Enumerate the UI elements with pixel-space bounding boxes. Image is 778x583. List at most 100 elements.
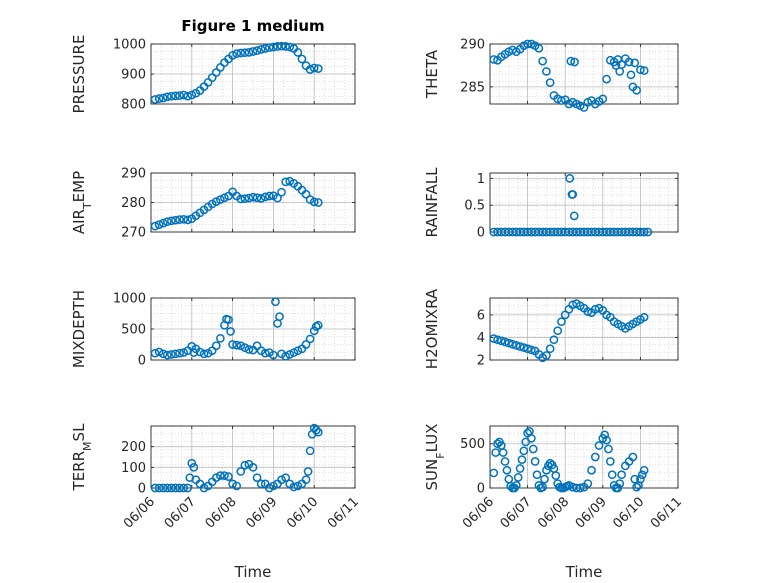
x-tick-label: 06/11	[325, 494, 362, 531]
data-point	[293, 48, 303, 57]
data-point	[540, 474, 549, 484]
data-point	[639, 66, 649, 75]
data-point	[607, 470, 617, 480]
y-tick-label: 285	[460, 80, 485, 95]
data-point	[224, 472, 233, 481]
subplot-2: 285 290 THETA	[423, 38, 679, 112]
data-point	[211, 341, 221, 351]
data-point	[277, 41, 286, 51]
data-point	[565, 174, 575, 183]
data-point	[489, 334, 499, 343]
y-axis-label: SUNFLUX	[423, 424, 447, 491]
data-point	[167, 216, 176, 226]
data-point	[179, 214, 188, 224]
data-point	[175, 91, 184, 100]
subplot-7: 0 100 200 06/06 06/07 06/08 06/09 06/10 06/11 Tim…	[70, 423, 362, 581]
data-point	[643, 227, 653, 237]
x-tick-label: 06/09	[243, 494, 280, 531]
data-point	[199, 349, 209, 359]
data-point	[269, 481, 278, 491]
data-point	[273, 42, 282, 51]
data-point	[171, 215, 180, 225]
data-point	[236, 341, 246, 351]
y-axis-label: H2OMIXRA	[423, 288, 441, 369]
data-point	[568, 190, 578, 199]
data-point	[167, 350, 176, 359]
data-point	[264, 483, 274, 493]
data-point	[570, 57, 579, 67]
data-point	[162, 217, 172, 227]
data-point	[583, 479, 593, 488]
data-point	[632, 85, 641, 95]
data-point	[277, 475, 286, 485]
y-tick-label: 0.5	[464, 199, 485, 214]
y-tick-label: 0	[477, 226, 485, 241]
data-point	[500, 337, 510, 347]
x-tick-label: 06/10	[284, 494, 321, 531]
data-point	[626, 70, 636, 80]
data-point	[240, 460, 250, 470]
data-point	[252, 46, 262, 55]
data-point	[513, 473, 523, 482]
data-point	[256, 479, 266, 489]
data-point	[171, 349, 180, 359]
y-tick-label: 290	[121, 167, 146, 182]
data-point	[158, 483, 168, 493]
data-point	[226, 327, 235, 336]
x-tick-label: 06/07	[162, 494, 199, 531]
data-point	[158, 93, 168, 103]
data-point	[171, 483, 180, 493]
data-point	[600, 430, 610, 440]
data-point	[281, 351, 290, 361]
data-point	[527, 434, 536, 443]
data-point	[636, 474, 645, 484]
data-point	[305, 334, 315, 344]
data-point	[519, 446, 529, 456]
data-point	[519, 343, 529, 352]
data-point	[542, 67, 551, 76]
data-point	[636, 65, 645, 75]
y-axis-label: AIRTEMP	[70, 171, 94, 234]
data-point	[240, 194, 250, 204]
data-series	[150, 176, 323, 231]
y-tick-label: 6	[477, 308, 485, 323]
data-point	[256, 45, 266, 54]
data-point	[297, 54, 307, 64]
data-point	[195, 347, 205, 357]
data-point	[228, 479, 237, 489]
data-point	[313, 320, 323, 330]
x-tick-label: 06/06	[121, 494, 158, 531]
x-axis-label: Time	[234, 563, 272, 581]
data-point	[240, 48, 250, 58]
data-point	[248, 192, 258, 202]
data-point	[557, 317, 566, 327]
y-tick-label: 0	[477, 482, 485, 497]
data-point	[511, 480, 521, 490]
subplot-3: 270 280 290 AIRTEMP	[70, 167, 356, 241]
data-point	[285, 42, 295, 52]
data-point	[566, 56, 576, 66]
data-point	[628, 452, 638, 462]
y-tick-label: 290	[460, 38, 485, 53]
grid	[151, 173, 355, 232]
y-axis-label: PRESSURE	[70, 35, 88, 114]
x-tick-label: 06/08	[203, 494, 240, 531]
data-series	[150, 423, 323, 493]
data-point	[590, 452, 600, 462]
data-point	[162, 92, 172, 102]
data-point	[179, 348, 188, 357]
y-axis-label: MIXDEPTH	[70, 290, 88, 368]
data-point	[154, 220, 164, 229]
data-point	[301, 475, 311, 485]
data-point	[615, 479, 625, 488]
data-point	[493, 335, 502, 345]
data-point	[232, 49, 242, 58]
data-point	[630, 474, 640, 484]
data-point	[260, 44, 270, 53]
data-point	[232, 481, 242, 491]
data-point	[605, 457, 615, 466]
data-point	[611, 61, 621, 70]
data-point	[271, 297, 280, 307]
